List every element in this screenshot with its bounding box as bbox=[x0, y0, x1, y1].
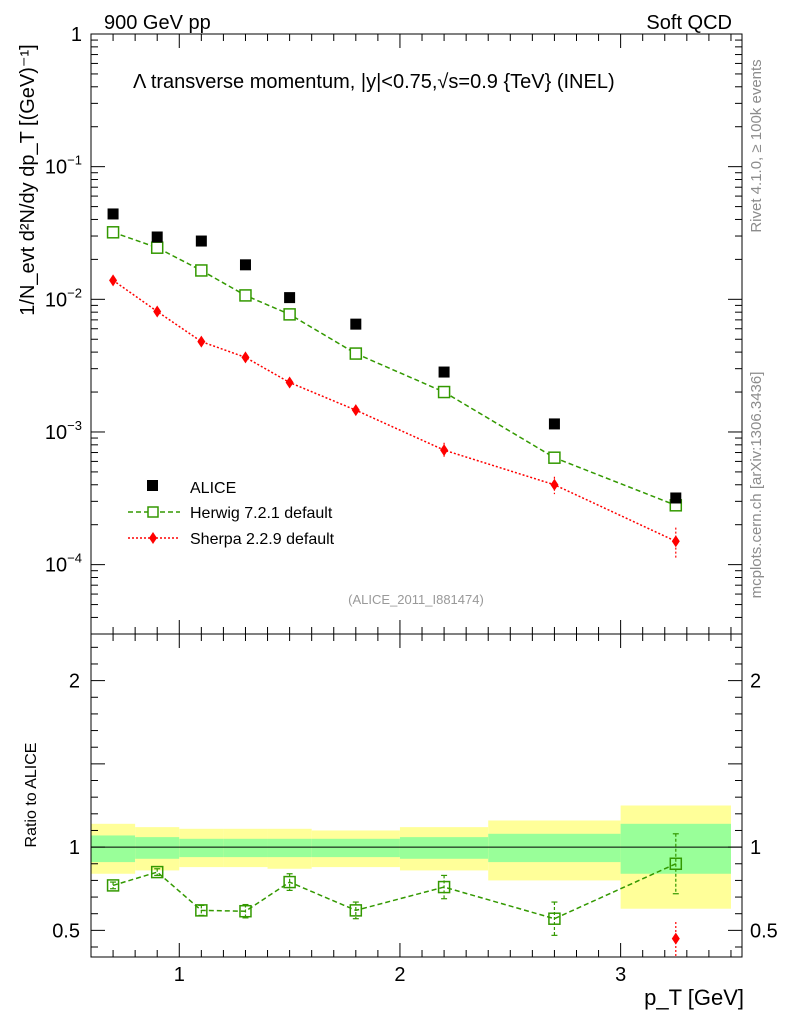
sherpa-point-4 bbox=[285, 376, 294, 389]
sherpa-point-6 bbox=[440, 444, 449, 457]
ratio-band-inner-2 bbox=[179, 838, 224, 858]
axes: 1 10−1 10−2 10−3 10−4 0.5 0.5 1 1 2 2 1 2 3 bbox=[45, 24, 778, 986]
ratio-band-inner-7 bbox=[488, 833, 621, 863]
mcplots-label: mcplots.cern.ch [arXiv:1306.3436] bbox=[748, 372, 765, 599]
x-tick-label-2: 3 bbox=[615, 964, 626, 986]
rivet-version-label: Rivet 4.1.0, ≥ 100k events bbox=[748, 59, 765, 232]
x-axis-label: p_T [GeV] bbox=[644, 985, 744, 1010]
alice-point-1 bbox=[151, 231, 163, 243]
alice-point-0 bbox=[107, 208, 119, 220]
legend-label-sherpa: Sherpa 2.2.9 default bbox=[190, 531, 335, 548]
analysis-label: (ALICE_2011_I881474) bbox=[348, 592, 484, 607]
plot-title: Λ transverse momentum, |y|<0.75,√s=0.9 {… bbox=[133, 71, 615, 93]
ratio-herwig-point-3 bbox=[239, 904, 252, 918]
ratio-band-inner-6 bbox=[399, 837, 489, 859]
ratio-y-axis-label: Ratio to ALICE bbox=[23, 743, 40, 848]
herwig-point-7 bbox=[548, 451, 561, 464]
ratio-herwig-point-2 bbox=[195, 904, 208, 917]
legend-label-herwig: Herwig 7.2.1 default bbox=[190, 505, 333, 522]
sherpa-point-3 bbox=[241, 351, 250, 364]
ratio-y-tick-label-right-2: 2 bbox=[750, 671, 761, 693]
ratio-band-inner-3 bbox=[223, 838, 268, 858]
ratio-herwig-point-6 bbox=[437, 880, 451, 894]
alice-point-8 bbox=[670, 492, 682, 504]
legend-marker-sherpa bbox=[149, 532, 157, 544]
legend: ALICE Herwig 7.2.1 default Sherpa 2.2.9 … bbox=[128, 480, 335, 548]
ratio-y-tick-label-left-1: 1 bbox=[69, 837, 80, 859]
ratio-herwig-point-4 bbox=[283, 875, 296, 889]
main-y-tick-label-4: 10−4 bbox=[45, 551, 82, 577]
ratio-y-tick-label-right-0: 0.5 bbox=[750, 920, 778, 942]
herwig-point-2 bbox=[195, 264, 208, 277]
herwig-point-0 bbox=[106, 226, 120, 239]
legend-marker-herwig bbox=[147, 506, 159, 518]
main-y-tick-label-0: 1 bbox=[71, 24, 82, 46]
ratio-y-tick-label-left-2: 2 bbox=[69, 671, 80, 693]
ratio-herwig-point-0 bbox=[106, 879, 120, 892]
x-tick-label-0: 1 bbox=[174, 964, 185, 986]
herwig-point-3 bbox=[239, 289, 252, 302]
header-left: 900 GeV pp bbox=[104, 12, 211, 34]
ratio-sherpa-point-0 bbox=[671, 932, 680, 945]
legend-marker-alice bbox=[147, 480, 158, 491]
ratio-herwig-point-5 bbox=[349, 904, 363, 917]
ratio-herwig-point-7 bbox=[548, 912, 561, 925]
sherpa-point-5 bbox=[351, 404, 360, 417]
main-y-axis-label: 1/N_evt d²N/dy dp_T [(GeV)⁻¹] bbox=[17, 44, 39, 315]
sherpa-point-0 bbox=[109, 274, 118, 287]
ratio-panel-marks bbox=[106, 833, 683, 957]
alice-point-4 bbox=[284, 292, 296, 304]
alice-point-6 bbox=[438, 366, 450, 378]
alice-point-3 bbox=[239, 259, 251, 271]
ratio-herwig-point-1 bbox=[150, 865, 164, 879]
main-y-tick-label-2: 10−2 bbox=[45, 285, 82, 311]
herwig-point-5 bbox=[349, 347, 363, 360]
header-right: Soft QCD bbox=[646, 12, 732, 34]
alice-point-5 bbox=[350, 318, 362, 330]
alice-point-7 bbox=[548, 418, 560, 430]
ratio-herwig-point-8 bbox=[669, 857, 683, 871]
ratio-uncertainty-bands bbox=[91, 805, 742, 909]
main-panel-frame bbox=[90, 33, 743, 635]
x-tick-label-1: 2 bbox=[394, 964, 405, 986]
sherpa-point-1 bbox=[153, 305, 162, 318]
sherpa-point-7 bbox=[550, 478, 559, 491]
herwig-point-6 bbox=[437, 385, 451, 399]
alice-point-2 bbox=[195, 235, 207, 247]
ratio-band-inner-0 bbox=[91, 835, 136, 863]
main-y-tick-label-3: 10−3 bbox=[45, 418, 82, 444]
herwig-point-1 bbox=[150, 241, 164, 254]
herwig-point-4 bbox=[283, 308, 296, 321]
ratio-band-inner-1 bbox=[135, 837, 180, 859]
ratio-panel-frame bbox=[90, 633, 743, 958]
legend-label-alice: ALICE bbox=[190, 480, 236, 497]
ratio-y-tick-label-left-0: 0.5 bbox=[52, 920, 80, 942]
sherpa-point-8 bbox=[671, 535, 680, 548]
ratio-herwig-line bbox=[112, 863, 677, 920]
ratio-band-inner-4 bbox=[267, 838, 312, 858]
main-panel-marks bbox=[106, 208, 683, 560]
main-y-tick-label-1: 10−1 bbox=[45, 153, 82, 179]
sherpa-line bbox=[112, 279, 677, 542]
ratio-band-inner-5 bbox=[311, 838, 400, 858]
sherpa-point-2 bbox=[197, 335, 206, 348]
ratio-y-tick-label-right-1: 1 bbox=[750, 837, 761, 859]
